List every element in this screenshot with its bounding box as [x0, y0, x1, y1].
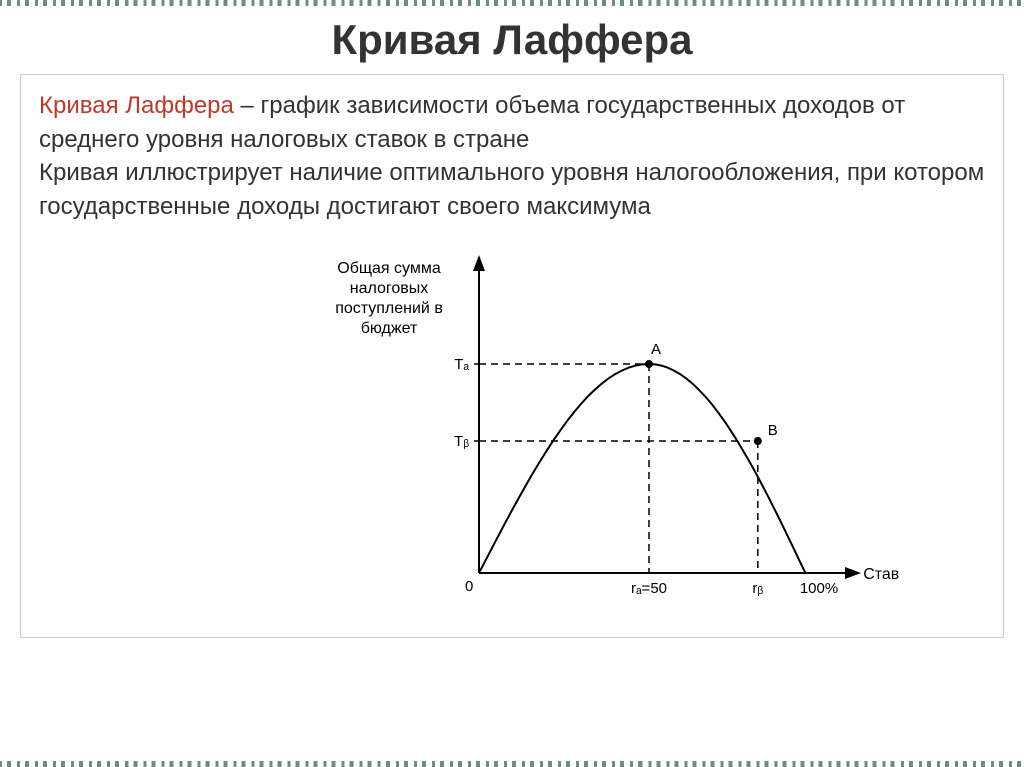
definition-text: Кривая Лаффера – график зависимости объе… — [39, 89, 985, 156]
svg-text:Ставка налога: Ставка налога — [863, 566, 899, 583]
svg-text:бюджет: бюджет — [361, 320, 418, 337]
svg-text:B: B — [768, 422, 778, 439]
definition-box: Кривая Лаффера – график зависимости объе… — [20, 74, 1004, 638]
svg-text:Tᵦ: Tᵦ — [454, 433, 469, 450]
svg-text:0: 0 — [465, 578, 473, 595]
laffer-chart: Общая сумма налоговых поступлений в бюджет С… — [299, 243, 985, 623]
svg-text:Общая сумма: Общая сумма — [337, 260, 441, 277]
definition-text-2: Кривая иллюстрирует наличие оптимального… — [39, 156, 985, 223]
svg-text:налоговых: налоговых — [350, 280, 429, 297]
svg-text:A: A — [651, 341, 661, 358]
page-title: Кривая Лаффера — [20, 16, 1004, 64]
svg-text:поступлений в: поступлений в — [335, 300, 443, 317]
svg-text:rₐ=50: rₐ=50 — [631, 580, 667, 597]
svg-text:100%: 100% — [800, 580, 838, 597]
svg-text:Tₐ: Tₐ — [454, 356, 469, 373]
term: Кривая Лаффера — [39, 92, 234, 119]
svg-text:rᵦ: rᵦ — [752, 580, 763, 597]
